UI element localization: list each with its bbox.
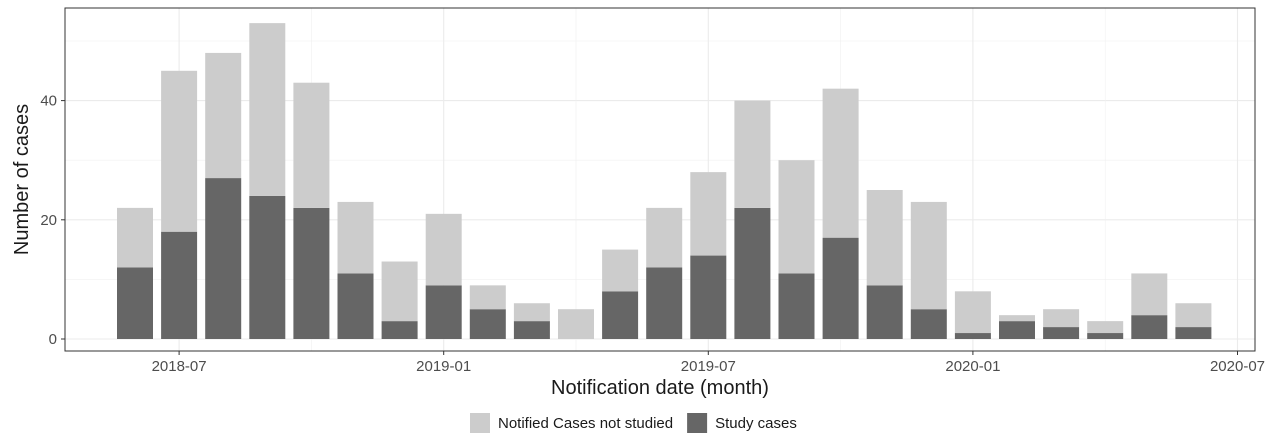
- x-tick-label: 2020-07: [1210, 358, 1265, 375]
- bar-study-cases: [249, 195, 286, 339]
- legend: Notified Cases not studied Study cases: [470, 413, 797, 433]
- bar-notified-cases-not-studied: [337, 201, 374, 274]
- panel-border: [64, 7, 1256, 352]
- bar-study-cases: [1131, 315, 1168, 339]
- y-tick-label: 40: [40, 93, 57, 110]
- bar-notified-cases-not-studied: [249, 23, 286, 196]
- bar-notified-cases-not-studied: [1087, 321, 1124, 334]
- axes: 0 20 40 2018-07 2019-01 2019-07 2020-01 2020-07: [40, 93, 1265, 375]
- bar-study-cases: [381, 321, 418, 339]
- bar-study-cases: [469, 309, 506, 339]
- bar-study-cases: [866, 285, 903, 339]
- bar-notified-cases-not-studied: [602, 249, 639, 292]
- bar-notified-cases-not-studied: [1175, 303, 1212, 328]
- bar-study-cases: [425, 285, 462, 339]
- legend-key-notified-cases-not-studied: [470, 413, 490, 433]
- bar-notified-cases-not-studied: [205, 52, 242, 179]
- bar-study-cases: [999, 321, 1035, 339]
- bar-notified-cases-not-studied: [954, 291, 991, 334]
- x-axis-title: Notification date (month): [551, 377, 769, 399]
- bar-study-cases: [646, 267, 683, 339]
- bar-study-cases: [954, 333, 991, 339]
- bar-notified-cases-not-studied: [778, 160, 815, 274]
- bar-study-cases: [1175, 327, 1212, 339]
- bar-notified-cases-not-studied: [381, 261, 418, 322]
- bar-notified-cases-not-studied: [1131, 273, 1168, 316]
- bar-study-cases: [337, 273, 374, 339]
- y-tick-label: 20: [40, 212, 57, 229]
- bar-notified-cases-not-studied: [117, 207, 153, 268]
- bar-study-cases: [205, 178, 242, 339]
- y-axis-title: Number of cases: [11, 104, 33, 255]
- bar-study-cases: [910, 309, 947, 339]
- bar-notified-cases-not-studied: [558, 309, 594, 339]
- bar-notified-cases-not-studied: [999, 315, 1035, 322]
- bar-notified-cases-not-studied: [910, 201, 947, 310]
- bar-notified-cases-not-studied: [866, 190, 903, 286]
- bar-study-cases: [778, 273, 815, 339]
- y-tick-label: 0: [49, 331, 57, 348]
- bar-notified-cases-not-studied: [1043, 309, 1080, 328]
- bar-notified-cases-not-studied: [690, 172, 727, 256]
- legend-key-study-cases: [687, 413, 708, 433]
- bar-study-cases: [513, 321, 550, 339]
- bar-notified-cases-not-studied: [513, 303, 550, 322]
- bar-notified-cases-not-studied: [161, 70, 198, 232]
- bar-notified-cases-not-studied: [734, 100, 771, 208]
- bar-study-cases: [161, 231, 198, 339]
- x-tick-label: 2020-01: [945, 358, 1000, 375]
- bar-study-cases: [293, 207, 330, 339]
- bar-study-cases: [1043, 327, 1080, 339]
- x-tick-label: 2019-01: [416, 358, 471, 375]
- legend-label-study-cases: Study cases: [715, 415, 797, 432]
- bar-notified-cases-not-studied: [469, 285, 506, 310]
- bar-notified-cases-not-studied: [646, 207, 683, 268]
- bar-notified-cases-not-studied: [425, 213, 462, 286]
- bars: [117, 23, 1212, 339]
- bar-study-cases: [822, 237, 859, 339]
- bar-study-cases: [1087, 333, 1124, 339]
- bar-study-cases: [690, 255, 727, 339]
- x-tick-label: 2018-07: [152, 358, 207, 375]
- bar-study-cases: [602, 291, 639, 339]
- bar-study-cases: [734, 207, 771, 339]
- x-tick-label: 2019-07: [681, 358, 736, 375]
- legend-label-notified-cases-not-studied: Notified Cases not studied: [498, 415, 673, 432]
- bar-notified-cases-not-studied: [293, 82, 330, 208]
- bar-study-cases: [117, 267, 153, 339]
- bar-notified-cases-not-studied: [822, 88, 859, 238]
